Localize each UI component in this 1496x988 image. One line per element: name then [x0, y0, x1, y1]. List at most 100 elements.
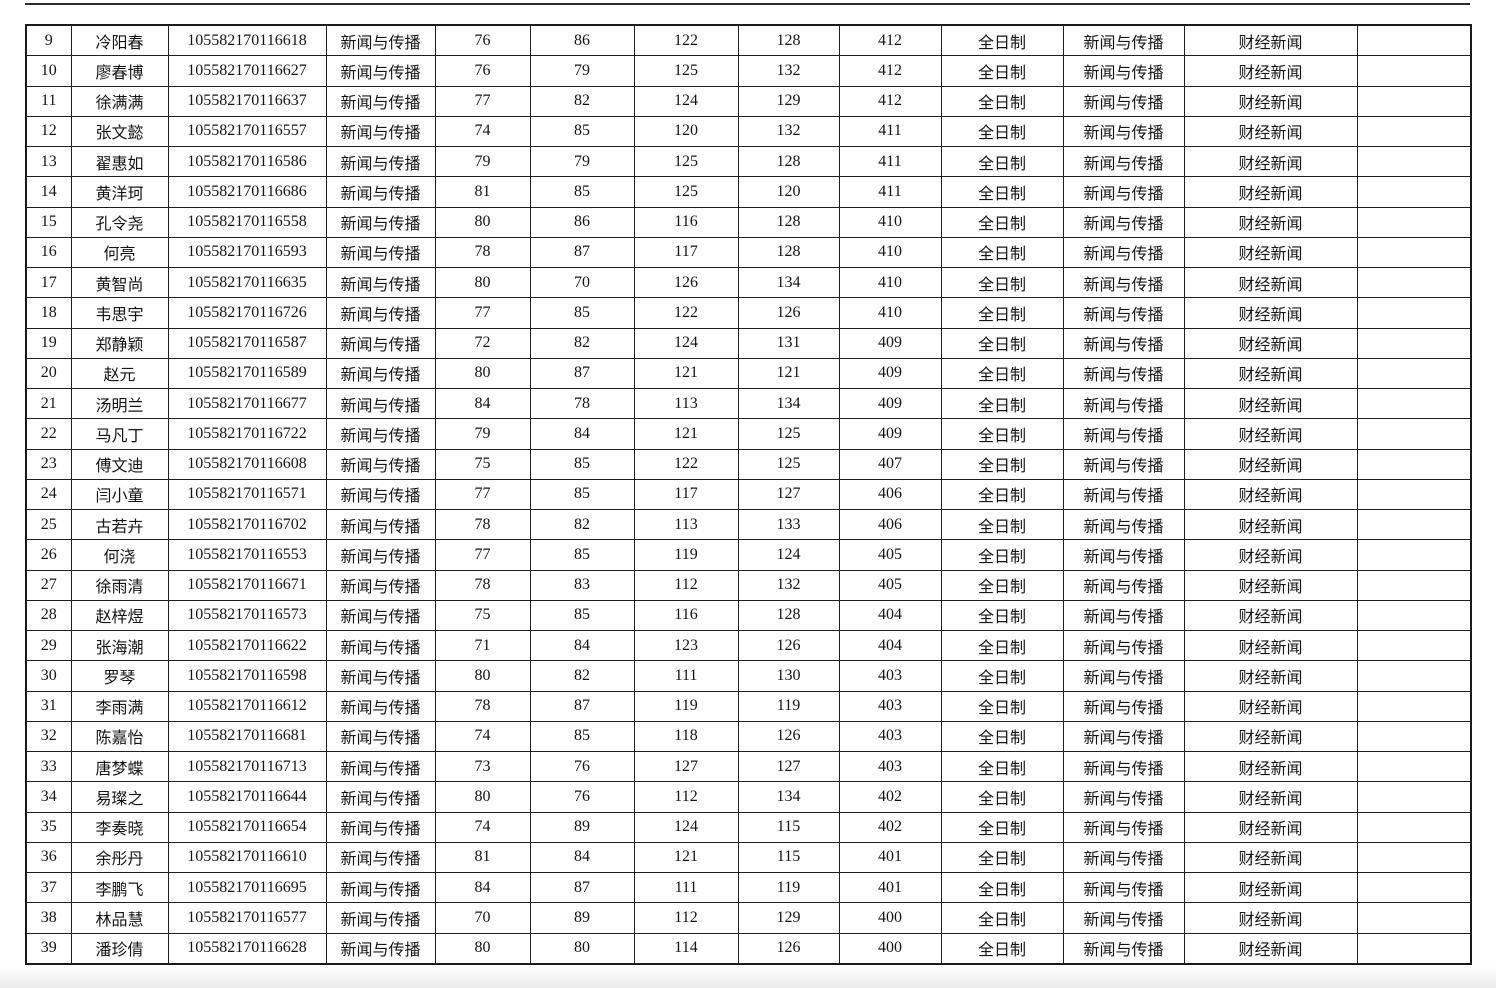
cell-score2: 80 — [529, 932, 635, 965]
cell-id: 105582170116577 — [167, 902, 327, 934]
cell-name: 孔令尧 — [70, 206, 169, 238]
cell-direction: 财经新闻 — [1183, 841, 1358, 874]
cell-total: 400 — [838, 902, 942, 934]
cell-total: 406 — [838, 478, 942, 511]
table-row: 13 翟惠如 105582170116586 新闻与传播 79 79 125 128 411 全日… — [25, 146, 1472, 178]
cell-id: 105582170116681 — [167, 720, 327, 753]
cell-score1: 78 — [434, 509, 531, 541]
table-row: 11 徐满满 105582170116637 新闻与传播 77 82 124 129 412 全日… — [25, 85, 1472, 117]
cell-no: 36 — [25, 841, 72, 874]
cell-study_mode: 全日制 — [940, 660, 1064, 692]
cell-score2: 86 — [529, 24, 635, 57]
cell-score1: 71 — [434, 630, 531, 662]
cell-note — [1356, 599, 1472, 632]
cell-id: 105582170116622 — [167, 630, 327, 662]
cell-note — [1356, 539, 1472, 571]
cell-score4: 128 — [737, 146, 840, 178]
cell-total: 405 — [838, 569, 942, 601]
table-row: 19 郑静颖 105582170116587 新闻与传播 72 82 124 131 409 全日… — [25, 327, 1472, 359]
cell-id: 105582170116587 — [167, 327, 327, 359]
cell-total: 407 — [838, 448, 942, 480]
cell-score3: 112 — [633, 781, 739, 813]
cell-score2: 85 — [529, 539, 635, 571]
cell-score4: 132 — [737, 55, 840, 87]
cell-score1: 84 — [434, 388, 531, 420]
cell-program: 新闻与传播 — [1062, 569, 1185, 601]
cell-note — [1356, 690, 1472, 722]
cell-note — [1356, 841, 1472, 874]
cell-study_mode: 全日制 — [940, 115, 1064, 148]
cell-major: 新闻与传播 — [325, 841, 436, 874]
cell-note — [1356, 872, 1472, 904]
cell-score2: 83 — [529, 569, 635, 601]
cell-score1: 77 — [434, 297, 531, 329]
cell-note — [1356, 115, 1472, 148]
cell-score4: 121 — [737, 357, 840, 390]
cell-score3: 120 — [633, 115, 739, 148]
cell-score1: 78 — [434, 690, 531, 722]
cell-note — [1356, 85, 1472, 117]
cell-major: 新闻与传播 — [325, 55, 436, 87]
cell-no: 37 — [25, 872, 72, 904]
cell-id: 105582170116618 — [167, 24, 327, 57]
cell-score3: 124 — [633, 811, 739, 843]
cell-direction: 财经新闻 — [1183, 660, 1358, 692]
cell-direction: 财经新闻 — [1183, 478, 1358, 511]
cell-name: 陈嘉怡 — [70, 720, 169, 753]
cell-score2: 78 — [529, 388, 635, 420]
cell-no: 21 — [25, 388, 72, 420]
cell-name: 赵元 — [70, 357, 169, 390]
cell-study_mode: 全日制 — [940, 388, 1064, 420]
cell-direction: 财经新闻 — [1183, 146, 1358, 178]
cell-program: 新闻与传播 — [1062, 357, 1185, 390]
cell-score2: 87 — [529, 357, 635, 390]
cell-score3: 125 — [633, 176, 739, 208]
cell-major: 新闻与传播 — [325, 660, 436, 692]
cell-score1: 74 — [434, 811, 531, 843]
cell-name: 马凡丁 — [70, 418, 169, 450]
cell-score4: 120 — [737, 176, 840, 208]
cell-score1: 76 — [434, 24, 531, 57]
cell-score4: 129 — [737, 902, 840, 934]
cell-score4: 129 — [737, 85, 840, 117]
cell-program: 新闻与传播 — [1062, 751, 1185, 783]
cell-score2: 87 — [529, 690, 635, 722]
table-row: 32 陈嘉怡 105582170116681 新闻与传播 74 85 118 126 403 全日… — [25, 720, 1472, 753]
cell-total: 411 — [838, 146, 942, 178]
cell-total: 405 — [838, 539, 942, 571]
cell-note — [1356, 418, 1472, 450]
cell-no: 13 — [25, 146, 72, 178]
cell-score3: 126 — [633, 267, 739, 299]
cell-direction: 财经新闻 — [1183, 811, 1358, 843]
cell-score3: 122 — [633, 297, 739, 329]
cell-score4: 124 — [737, 539, 840, 571]
cell-score3: 111 — [633, 872, 739, 904]
cell-id: 105582170116644 — [167, 781, 327, 813]
cell-study_mode: 全日制 — [940, 55, 1064, 87]
table-row: 25 古若卉 105582170116702 新闻与传播 78 82 113 133 406 全日… — [25, 509, 1472, 541]
cell-direction: 财经新闻 — [1183, 539, 1358, 571]
table-row: 24 闫小童 105582170116571 新闻与传播 77 85 117 127 406 全日… — [25, 478, 1472, 511]
cell-score3: 122 — [633, 448, 739, 480]
cell-major: 新闻与传播 — [325, 569, 436, 601]
cell-study_mode: 全日制 — [940, 841, 1064, 874]
cell-direction: 财经新闻 — [1183, 630, 1358, 662]
cell-name: 潘珍倩 — [70, 932, 169, 965]
cell-score3: 111 — [633, 660, 739, 692]
cell-name: 黄洋珂 — [70, 176, 169, 208]
table-row: 30 罗琴 105582170116598 新闻与传播 80 82 111 130 403 全日制… — [25, 660, 1472, 692]
cell-score3: 117 — [633, 236, 739, 269]
cell-major: 新闻与传播 — [325, 781, 436, 813]
cell-total: 403 — [838, 690, 942, 722]
table-row: 28 赵梓煜 105582170116573 新闻与传播 75 85 116 128 404 全日… — [25, 599, 1472, 632]
cell-direction: 财经新闻 — [1183, 932, 1358, 965]
cell-program: 新闻与传播 — [1062, 872, 1185, 904]
cell-score1: 81 — [434, 841, 531, 874]
cropped-previous-row-border — [25, 3, 1470, 5]
cell-study_mode: 全日制 — [940, 599, 1064, 632]
cell-score2: 84 — [529, 630, 635, 662]
cell-score1: 80 — [434, 267, 531, 299]
cell-study_mode: 全日制 — [940, 236, 1064, 269]
cell-no: 18 — [25, 297, 72, 329]
